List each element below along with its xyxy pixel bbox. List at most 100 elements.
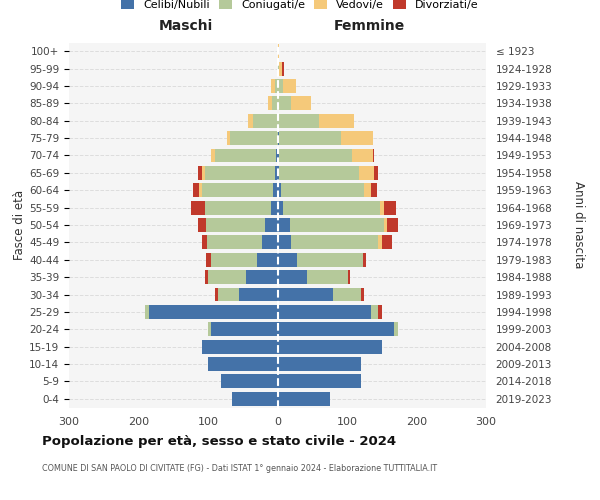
- Bar: [307, 270, 349, 284]
- Bar: [277, 96, 292, 110]
- Bar: [378, 305, 382, 319]
- Bar: [292, 96, 311, 110]
- Bar: [382, 236, 392, 250]
- Bar: [277, 184, 281, 197]
- Bar: [211, 322, 277, 336]
- Bar: [277, 200, 283, 214]
- Bar: [193, 184, 199, 197]
- Bar: [198, 166, 202, 180]
- Bar: [206, 253, 211, 266]
- Bar: [232, 392, 277, 406]
- Bar: [283, 79, 296, 93]
- Bar: [202, 340, 277, 353]
- Bar: [227, 131, 230, 145]
- Bar: [277, 357, 361, 371]
- Bar: [364, 184, 371, 197]
- Bar: [208, 357, 277, 371]
- Bar: [371, 184, 377, 197]
- Bar: [239, 288, 277, 302]
- Bar: [361, 288, 364, 302]
- Bar: [218, 288, 239, 302]
- Bar: [277, 340, 382, 353]
- Bar: [349, 270, 350, 284]
- Bar: [276, 148, 277, 162]
- Text: Popolazione per età, sesso e stato civile - 2024: Popolazione per età, sesso e stato civil…: [42, 435, 396, 448]
- Bar: [206, 218, 265, 232]
- Bar: [211, 148, 215, 162]
- Bar: [378, 236, 382, 250]
- Bar: [363, 253, 367, 266]
- Bar: [202, 184, 274, 197]
- Bar: [277, 236, 292, 250]
- Bar: [371, 305, 378, 319]
- Bar: [197, 218, 206, 232]
- Bar: [272, 96, 277, 110]
- Bar: [283, 200, 380, 214]
- Bar: [384, 218, 388, 232]
- Bar: [277, 218, 290, 232]
- Bar: [394, 322, 398, 336]
- Y-axis label: Fasce di età: Fasce di età: [13, 190, 26, 260]
- Bar: [268, 96, 272, 110]
- Bar: [277, 288, 333, 302]
- Bar: [333, 288, 361, 302]
- Text: Maschi: Maschi: [158, 20, 213, 34]
- Bar: [277, 253, 297, 266]
- Bar: [279, 166, 359, 180]
- Bar: [374, 166, 377, 180]
- Bar: [279, 131, 341, 145]
- Bar: [277, 79, 283, 93]
- Bar: [208, 236, 262, 250]
- Bar: [277, 131, 279, 145]
- Bar: [279, 62, 281, 76]
- Bar: [271, 79, 275, 93]
- Bar: [373, 148, 374, 162]
- Bar: [275, 79, 277, 93]
- Bar: [384, 200, 397, 214]
- Bar: [359, 166, 374, 180]
- Bar: [277, 62, 279, 76]
- Bar: [265, 218, 277, 232]
- Bar: [262, 236, 277, 250]
- Bar: [277, 270, 307, 284]
- Bar: [292, 236, 378, 250]
- Bar: [274, 184, 277, 197]
- Bar: [215, 148, 276, 162]
- Bar: [215, 288, 218, 302]
- Bar: [191, 200, 205, 214]
- Bar: [208, 322, 211, 336]
- Bar: [211, 253, 257, 266]
- Bar: [388, 218, 398, 232]
- Bar: [271, 200, 277, 214]
- Bar: [352, 148, 373, 162]
- Bar: [205, 166, 275, 180]
- Bar: [380, 200, 384, 214]
- Bar: [281, 62, 284, 76]
- Legend: Celibi/Nubili, Coniugati/e, Vedovi/e, Divorziati/e: Celibi/Nubili, Coniugati/e, Vedovi/e, Di…: [117, 0, 483, 15]
- Bar: [277, 322, 394, 336]
- Bar: [205, 200, 271, 214]
- Bar: [290, 218, 384, 232]
- Bar: [221, 374, 277, 388]
- Bar: [149, 305, 277, 319]
- Bar: [145, 305, 149, 319]
- Bar: [275, 166, 277, 180]
- Bar: [277, 392, 329, 406]
- Y-axis label: Anni di nascita: Anni di nascita: [572, 182, 585, 268]
- Bar: [341, 131, 373, 145]
- Bar: [279, 148, 352, 162]
- Bar: [205, 270, 208, 284]
- Bar: [277, 305, 371, 319]
- Bar: [253, 114, 277, 128]
- Bar: [230, 131, 277, 145]
- Bar: [277, 166, 279, 180]
- Text: COMUNE DI SAN PAOLO DI CIVITATE (FG) - Dati ISTAT 1° gennaio 2024 - Elaborazione: COMUNE DI SAN PAOLO DI CIVITATE (FG) - D…: [42, 464, 437, 473]
- Bar: [199, 184, 202, 197]
- Bar: [277, 374, 361, 388]
- Bar: [277, 148, 279, 162]
- Bar: [319, 114, 354, 128]
- Bar: [202, 236, 208, 250]
- Bar: [277, 44, 279, 58]
- Bar: [277, 114, 319, 128]
- Bar: [246, 270, 277, 284]
